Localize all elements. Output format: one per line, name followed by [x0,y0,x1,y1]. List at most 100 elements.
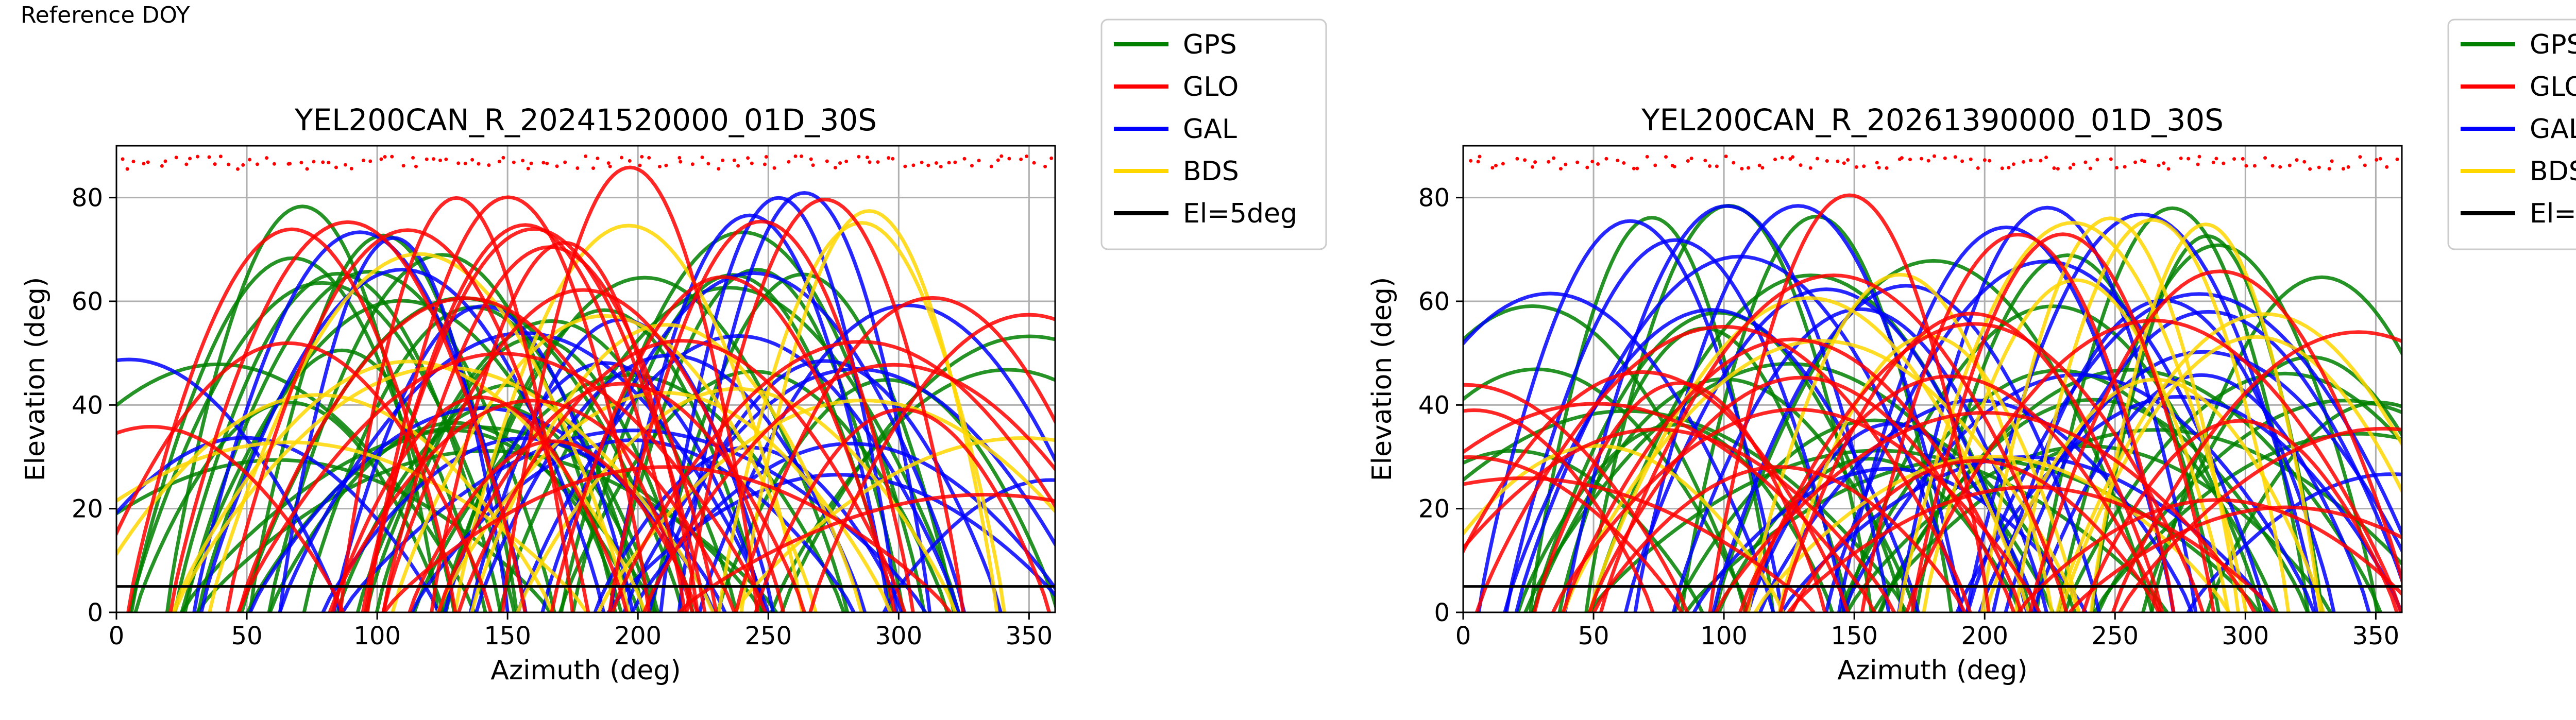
legend-label: BDS [1183,156,1239,187]
track-glo-point [1799,163,1803,167]
track-glo-point [349,166,353,170]
track-glo-point [750,161,754,165]
track-glo [1592,465,1967,612]
track-glo-point [456,161,461,165]
track-glo-point [787,160,791,164]
track-glo-point [265,156,269,160]
track-glo-point [628,159,632,163]
track-bds [1746,272,2054,612]
y-tick-label: 40 [1418,391,1450,420]
track-glo [642,363,1055,612]
track-glo-point [2133,160,2138,164]
track-glo [2068,505,2402,612]
track-glo-point [2044,156,2048,160]
track-glo-point [1732,161,1736,165]
track-glo-point [2375,158,2379,162]
track-glo-point [1689,157,1693,161]
track-glo-point [1760,166,1765,170]
track-glo-point [312,160,316,164]
track-glo-point [947,161,951,165]
track-glo-point [529,161,533,165]
track-glo-point [1842,161,1846,165]
track-glo-point [640,155,644,159]
track-glo-point [1953,155,1957,159]
track-glo-point [1596,162,1600,166]
track-bds [453,224,804,612]
track-glo-point [2109,157,2113,161]
track-glo-point [1976,166,1980,170]
track-glo-point [2157,163,2161,167]
y-tick-label: 0 [87,598,103,627]
track-glo-point [833,166,837,170]
track-glo-point [1773,158,1777,162]
track-glo-point [658,164,662,168]
legend-label: GLO [2530,72,2576,102]
track-glo-point [2056,167,2060,171]
track-glo [116,424,345,612]
track-gps [116,362,476,612]
track-glo-point [1032,161,1036,165]
track-glo-point [970,164,974,168]
track-glo-point [477,162,481,166]
track-glo-point [383,155,387,159]
y-tick-label: 20 [1418,495,1450,524]
track-glo-point [1616,159,1620,163]
track-glo [1743,322,2205,612]
track-gps [440,276,849,612]
track-glo [437,382,806,612]
x-tick-label: 100 [353,622,401,650]
track-gal [1514,254,1965,612]
track-glo-point [288,162,292,166]
track-glo-point [1862,164,1866,168]
track-glo-point [999,154,1004,158]
track-glo-point [1622,161,1626,165]
y-tick-label: 40 [72,391,103,420]
plot-frame [115,145,1056,613]
track-glo [607,219,915,612]
track-glo-point [1558,167,1563,171]
track-glo [381,288,785,612]
track-glo-point [512,160,516,164]
track-glo-point [1943,156,1947,160]
track-glo-point [793,154,798,158]
track-glo-point [584,154,588,158]
x-tick-label: 250 [744,622,792,650]
track-glo-point [596,156,600,160]
legend-box [1100,19,1327,250]
x-axis-label: Azimuth (deg) [1837,655,2027,686]
track-glo-point [2287,163,2292,167]
y-tick-label: 0 [1434,598,1450,627]
legend-box [2447,19,2576,250]
track-glo [382,465,952,612]
track-glo-point [207,155,211,159]
track-glo-point [2232,157,2236,161]
track-glo-point [1982,158,1987,162]
track-gal [341,428,927,612]
track-glo [754,407,1051,612]
track-bds [739,209,999,612]
track-glo-point [575,166,580,170]
track-glo-point [887,156,891,160]
x-tick-label: 100 [1700,622,1748,650]
track-glo-point [1757,163,1761,167]
track-glo-point [2302,160,2307,164]
track-gal [1897,205,2198,612]
track-gal [1824,260,2268,612]
track-glo-point [825,159,829,163]
track-glo [1910,232,2216,612]
track-glo-point [299,161,303,165]
track-glo-point [1875,161,1879,165]
track-glo-point [1703,159,1707,163]
x-tick-label: 300 [2222,622,2269,650]
track-glo-point [2378,157,2382,161]
track-glo-point [1007,157,1011,161]
track-glo-point [2270,164,2275,168]
legend-label: GPS [2530,29,2576,60]
track-glo-point [1478,155,1482,159]
satellite-tracks [116,154,1055,612]
track-gal [882,478,1055,612]
track-glo-point [1808,166,1812,170]
x-tick-label: 200 [614,622,662,650]
track-glo-point [1920,157,1924,161]
track-glo [501,165,759,612]
